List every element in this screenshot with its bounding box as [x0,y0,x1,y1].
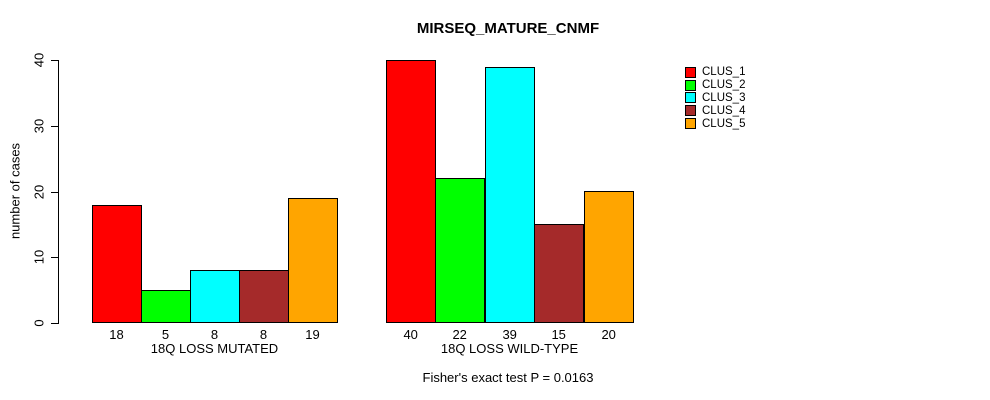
y-tick-label: 40 [31,52,47,68]
bar-value-label: 15 [551,327,566,342]
y-tick-label: 10 [31,249,47,265]
group-label: 18Q LOSS MUTATED [150,341,279,356]
legend-item: CLUS_2 [685,79,745,92]
bar [584,191,634,323]
footnote: Fisher's exact test P = 0.0163 [422,370,594,385]
legend-label: CLUS_3 [702,91,746,104]
y-axis-tick [51,60,58,61]
legend-swatch-icon [685,79,696,91]
bar-value-label: 5 [161,327,170,342]
bar-value-label: 20 [601,327,616,342]
y-tick-label: 20 [31,184,47,200]
bar-value-label: 8 [210,327,219,342]
legend-item: CLUS_3 [685,92,745,105]
bar [190,270,240,323]
group-label: 18Q LOSS WILD-TYPE [440,341,579,356]
y-axis-tick [51,323,58,324]
legend-swatch-icon [685,105,696,117]
bar-value-label: 39 [502,327,517,342]
chart-title: MIRSEQ_MATURE_CNMF [416,20,600,37]
y-tick-label: 30 [31,118,47,134]
legend-label: CLUS_2 [702,79,746,92]
legend-label: CLUS_1 [702,66,746,79]
y-axis-tick [51,126,58,127]
legend-label: CLUS_4 [702,104,746,117]
bar [386,60,436,323]
y-axis-tick [51,257,58,258]
legend-swatch-icon [685,118,696,130]
legend: CLUS_1 CLUS_2 CLUS_3 CLUS_4 CLUS_5 [685,66,745,130]
bar [485,67,535,323]
legend-swatch-icon [685,92,696,104]
bar [239,270,289,323]
bar-value-label: 18 [109,327,124,342]
y-axis-tick [51,192,58,193]
bar [141,290,191,323]
legend-item: CLUS_4 [685,104,745,117]
bar-value-label: 19 [305,327,320,342]
legend-item: CLUS_5 [685,117,745,130]
legend-item: CLUS_1 [685,66,745,79]
bar [288,198,338,323]
y-axis-label: number of cases [7,142,23,240]
bar-value-label: 22 [452,327,467,342]
bar [435,178,485,323]
bar-value-label: 8 [259,327,268,342]
y-tick-label: 0 [31,319,47,327]
legend-label: CLUS_5 [702,117,746,130]
y-axis-line [58,60,59,324]
bar-value-label: 40 [403,327,418,342]
bar [92,205,142,323]
bar [534,224,584,323]
legend-swatch-icon [685,66,696,78]
